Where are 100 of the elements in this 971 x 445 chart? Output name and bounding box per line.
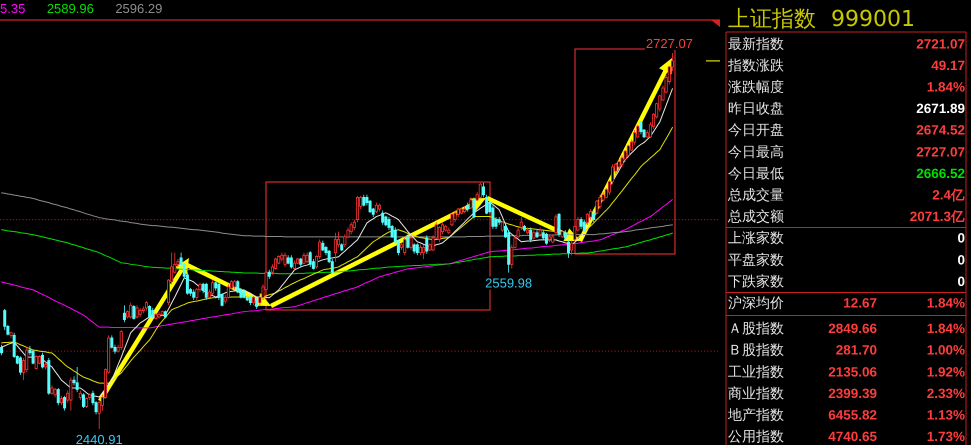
data-label: 2.4亿	[932, 188, 966, 202]
category-label: 今日最低	[728, 166, 784, 182]
candlestick	[129, 302, 132, 319]
candlestick	[491, 204, 494, 230]
candlestick	[412, 242, 416, 254]
candlestick	[47, 358, 50, 396]
candlestick	[418, 244, 422, 256]
candlestick	[78, 390, 82, 400]
candlestick	[56, 388, 60, 406]
candlestick	[34, 354, 38, 370]
candlestick	[132, 304, 136, 320]
annotation: 2440.91	[76, 432, 123, 445]
category-label: 昨日收盘	[728, 101, 784, 118]
category-label: 下跌家数	[728, 274, 784, 290]
candlestick	[538, 227, 542, 238]
category-label: 商业指数	[728, 386, 784, 402]
candlestick	[302, 252, 306, 265]
data-label: 0	[957, 230, 965, 246]
candlestick	[308, 250, 312, 268]
candlestick	[425, 234, 428, 254]
candlestick	[340, 242, 344, 252]
data-label: 2071.3亿	[910, 209, 966, 224]
category-label: 工业指数	[728, 364, 784, 380]
category-label: 上涨家数	[728, 230, 784, 247]
candlestick	[463, 206, 466, 214]
data-label: 4740.65	[828, 429, 878, 444]
data-label: 1.84%	[926, 80, 965, 94]
candlestick	[639, 120, 642, 135]
candlestick	[233, 280, 236, 290]
data-label: 2671.89	[916, 101, 965, 116]
candlestick	[592, 210, 596, 223]
text: 2596.29	[115, 1, 162, 16]
category-label: 指数涨跌	[727, 58, 784, 74]
candlestick	[422, 244, 426, 260]
data-label: 2.33%	[926, 386, 965, 401]
text: 上证指数 999001	[728, 7, 915, 32]
data-label: 2135.06	[828, 364, 878, 380]
candlestick	[438, 226, 441, 243]
data-label: 0	[957, 274, 965, 289]
candlestick	[617, 158, 620, 170]
data-label: 2849.66	[828, 321, 878, 336]
candlestick	[350, 222, 353, 235]
candlestick	[76, 366, 79, 393]
candlestick	[41, 352, 44, 369]
candlestick	[144, 300, 148, 311]
candlestick	[252, 296, 256, 306]
data-label: 281.70	[836, 342, 877, 358]
candlestick	[164, 310, 167, 319]
candlestick	[32, 350, 35, 365]
candlestick	[406, 234, 410, 249]
candlestick	[306, 252, 309, 264]
category-label: Ａ股指数	[728, 321, 784, 338]
candlestick	[570, 240, 574, 256]
candlestick	[292, 260, 296, 270]
candlestick	[268, 269, 271, 280]
candlestick	[564, 230, 567, 240]
candlestick	[82, 392, 85, 408]
data-label: 6455.82	[828, 408, 877, 422]
candlestick	[532, 230, 536, 240]
candlestick	[551, 234, 554, 244]
candlestick	[290, 254, 293, 269]
candlestick	[472, 196, 476, 219]
candlestick	[466, 202, 470, 212]
candlestick	[444, 224, 448, 232]
candlestick	[362, 194, 366, 207]
category-label: 最新指数	[728, 36, 784, 52]
candlestick	[544, 232, 548, 246]
candlestick	[447, 227, 450, 235]
category-label: Ｂ股指数	[728, 342, 784, 359]
candlestick	[284, 252, 287, 268]
candlestick	[148, 304, 152, 319]
candlestick	[120, 330, 123, 350]
candlestick	[44, 361, 48, 370]
candlestick	[586, 212, 589, 226]
data-label: 1.84%	[926, 296, 965, 310]
candlestick	[248, 296, 252, 306]
data-label: 1.84%	[926, 321, 965, 336]
category-label: 总成交量	[727, 188, 784, 204]
data-label: 1.00%	[926, 342, 965, 358]
candlestick	[211, 280, 214, 296]
category-label: 沪深均价	[728, 296, 784, 312]
text: 2589.96	[46, 1, 94, 16]
candlestick	[500, 220, 504, 232]
category-label: 今日开盘	[728, 122, 784, 139]
category-label: 总成交额	[727, 209, 784, 226]
candlestick	[529, 227, 532, 243]
data-label: 12.67	[843, 296, 877, 310]
candlestick	[558, 212, 561, 238]
candlestick	[450, 212, 454, 227]
candlestick	[54, 388, 57, 398]
candlestick	[460, 208, 463, 215]
candlestick	[566, 239, 570, 258]
category-label: 涨跌幅度	[728, 80, 784, 96]
candlestick	[469, 196, 472, 210]
candlestick	[151, 308, 154, 319]
candlestick	[50, 384, 54, 396]
candlestick	[526, 227, 530, 235]
data-label: 1.73%	[926, 429, 965, 444]
annotation: 2559.98	[485, 276, 532, 291]
candlestick	[204, 282, 208, 300]
